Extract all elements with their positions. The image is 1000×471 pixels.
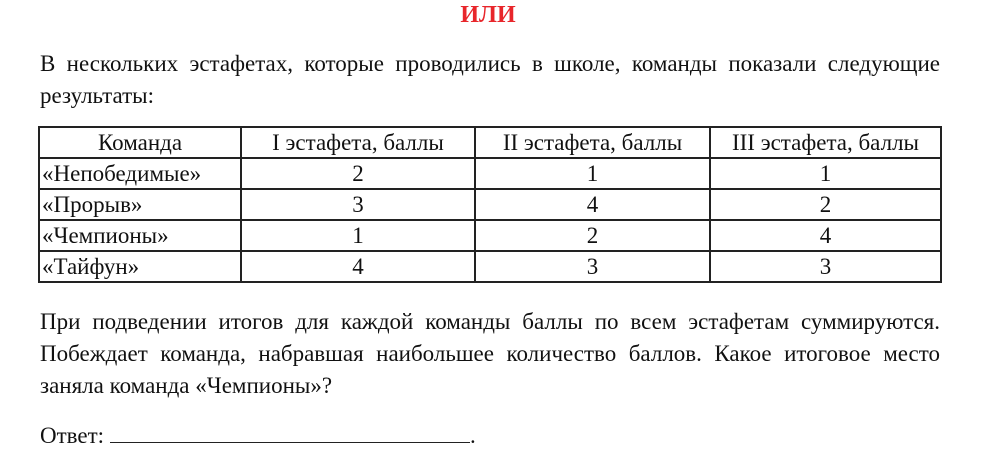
answer-row: Ответ:. [40, 420, 476, 452]
answer-label: Ответ: [40, 423, 105, 448]
header-cell: II эстафета, баллы [474, 126, 711, 159]
table-header-row: Команда I эстафета, баллы II эстафета, б… [38, 126, 942, 159]
score-cell: 2 [474, 219, 711, 252]
score-cell: 3 [709, 250, 942, 283]
score-cell: 3 [474, 250, 711, 283]
score-cell: 2 [709, 188, 942, 221]
score-cell: 1 [474, 157, 711, 190]
team-name-cell: «Непобедимые» [38, 157, 242, 190]
answer-period: . [470, 423, 476, 448]
score-cell: 4 [474, 188, 711, 221]
score-cell: 4 [709, 219, 942, 252]
score-cell: 4 [240, 250, 476, 283]
score-cell: 3 [240, 188, 476, 221]
header-cell: Команда [38, 126, 242, 159]
team-name-cell: «Прорыв» [38, 188, 242, 221]
header-cell: III эстафета, баллы [709, 126, 942, 159]
score-cell: 2 [240, 157, 476, 190]
team-name-cell: «Тайфун» [38, 250, 242, 283]
table-row: «Непобедимые» 2 1 1 [38, 157, 942, 190]
team-name-cell: «Чемпионы» [38, 219, 242, 252]
intro-text: В нескольких эстафетах, которые проводил… [40, 51, 940, 108]
score-cell: 1 [709, 157, 942, 190]
question-text: При подведении итогов для каждой команды… [40, 309, 940, 398]
answer-blank[interactable] [110, 420, 471, 443]
alternative-heading: ИЛИ [460, 2, 516, 28]
header-cell: I эстафета, баллы [240, 126, 476, 159]
table-row: «Тайфун» 4 3 3 [38, 250, 942, 283]
results-table: Команда I эстафета, баллы II эстафета, б… [38, 126, 942, 283]
score-cell: 1 [240, 219, 476, 252]
table-row: «Чемпионы» 1 2 4 [38, 219, 942, 252]
table-row: «Прорыв» 3 4 2 [38, 188, 942, 221]
